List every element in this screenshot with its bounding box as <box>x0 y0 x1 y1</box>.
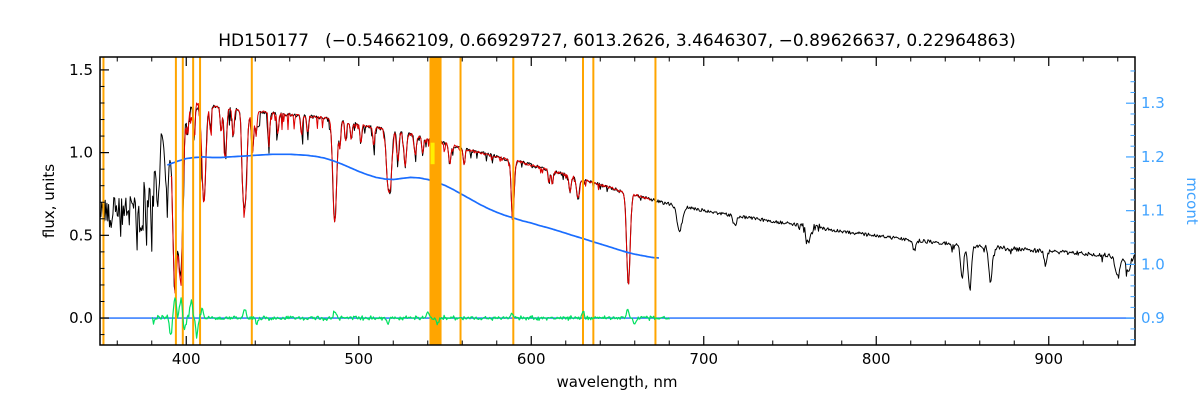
x-axis-label: wavelength, nm <box>556 373 677 391</box>
residual-line <box>151 297 670 339</box>
plot-area <box>99 57 1136 345</box>
y-tick-label-right: 1.2 <box>1141 148 1165 166</box>
x-tick-label: 400 <box>172 350 201 368</box>
y-tick-label-right: 1.0 <box>1141 255 1165 273</box>
y-tick-label-left: 0.0 <box>69 309 93 327</box>
y-tick-label-right: 1.3 <box>1141 94 1165 112</box>
y-tick-label-left: 1.0 <box>69 144 93 162</box>
fit-line <box>170 102 651 294</box>
y-tick-label-left: 0.5 <box>69 226 93 244</box>
x-tick-label: 500 <box>344 350 373 368</box>
mcont-curve <box>167 153 659 259</box>
chart-title: HD150177 (−0.54662109, 0.66929727, 6013.… <box>218 31 1016 51</box>
x-tick-label: 800 <box>862 350 891 368</box>
y-axis-label-left: flux, units <box>40 164 58 238</box>
x-tick-label: 900 <box>1034 350 1063 368</box>
y-tick-label-left: 1.5 <box>69 61 93 79</box>
y-tick-label-right: 0.9 <box>1141 309 1165 327</box>
y-axis-label-right: mcont <box>1183 177 1200 225</box>
axes: 400 500 600 700 800 900 0.0 0.5 1.0 1.5 0.9 1.0 1.1 1… <box>69 56 1165 368</box>
y-tick-label-right: 1.1 <box>1141 202 1165 220</box>
plot-frame <box>99 56 1136 346</box>
x-tick-label: 600 <box>517 350 546 368</box>
x-tick-label: 700 <box>689 350 718 368</box>
marker-band <box>429 57 442 345</box>
highlight-mark <box>430 142 435 165</box>
